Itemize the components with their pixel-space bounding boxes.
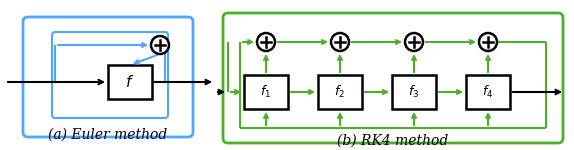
Text: $f_4$: $f_4$ bbox=[482, 84, 494, 100]
Bar bbox=[244, 75, 288, 109]
Bar bbox=[318, 75, 362, 109]
Text: $f$: $f$ bbox=[125, 74, 135, 90]
Circle shape bbox=[405, 33, 423, 51]
FancyBboxPatch shape bbox=[23, 17, 193, 137]
FancyBboxPatch shape bbox=[223, 13, 563, 143]
Text: $f_2$: $f_2$ bbox=[335, 84, 346, 100]
Bar bbox=[466, 75, 510, 109]
Circle shape bbox=[257, 33, 275, 51]
Text: $f_3$: $f_3$ bbox=[408, 84, 420, 100]
Bar bbox=[392, 75, 436, 109]
Circle shape bbox=[479, 33, 497, 51]
Circle shape bbox=[151, 36, 169, 54]
Circle shape bbox=[331, 33, 349, 51]
Text: (a) Euler method: (a) Euler method bbox=[48, 128, 168, 142]
Text: (b) RK4 method: (b) RK4 method bbox=[338, 134, 449, 148]
Bar bbox=[108, 65, 152, 99]
Text: $f_1$: $f_1$ bbox=[261, 84, 272, 100]
